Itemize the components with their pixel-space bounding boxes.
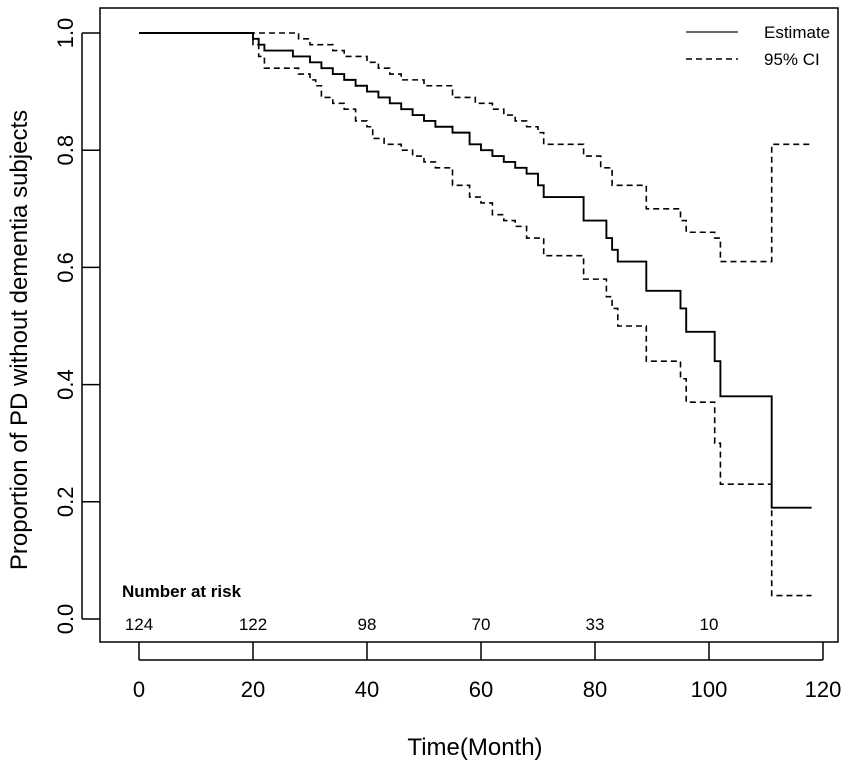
x-tick-label-80: 80 — [583, 677, 607, 702]
ci-upper-curve — [139, 32, 812, 263]
legend: Estimate 95% CI — [686, 23, 830, 69]
y-axis: 0.0 0.2 0.4 0.6 0.8 1.0 — [53, 18, 100, 635]
plot-frame — [99, 7, 839, 643]
legend-ci-label: 95% CI — [764, 50, 820, 69]
x-tick-label-40: 40 — [355, 677, 379, 702]
risk-count-0: 124 — [125, 615, 153, 634]
y-tick-label-3: 0.6 — [53, 252, 78, 283]
x-axis: 0 20 40 60 80 100 120 — [133, 642, 841, 702]
legend-estimate-label: Estimate — [764, 23, 830, 42]
y-axis-title: Proportion of PD without dementia subjec… — [6, 110, 33, 570]
y-tick-label-4: 0.8 — [53, 135, 78, 166]
risk-count-20: 122 — [239, 615, 267, 634]
x-tick-label-20: 20 — [241, 677, 265, 702]
risk-count-80: 33 — [586, 615, 605, 634]
risk-count-100: 10 — [700, 615, 719, 634]
x-axis-title: Time(Month) — [407, 734, 542, 761]
x-tick-label-100: 100 — [691, 677, 728, 702]
risk-count-60: 70 — [472, 615, 491, 634]
y-tick-label-2: 0.4 — [53, 369, 78, 400]
x-tick-label-60: 60 — [469, 677, 493, 702]
x-tick-label-120: 120 — [805, 677, 842, 702]
y-tick-label-0: 0.0 — [53, 604, 78, 635]
y-tick-label-5: 1.0 — [53, 18, 78, 49]
y-tick-label-1: 0.2 — [53, 487, 78, 518]
series-layer — [139, 32, 812, 597]
estimate-curve — [139, 32, 812, 509]
number-at-risk-table: Number at risk 124 122 98 70 33 10 — [122, 582, 718, 634]
x-tick-label-0: 0 — [133, 677, 145, 702]
number-at-risk-title: Number at risk — [122, 582, 242, 601]
risk-count-40: 98 — [358, 615, 377, 634]
ci-lower-curve — [139, 32, 812, 597]
plot-box — [99, 7, 839, 643]
